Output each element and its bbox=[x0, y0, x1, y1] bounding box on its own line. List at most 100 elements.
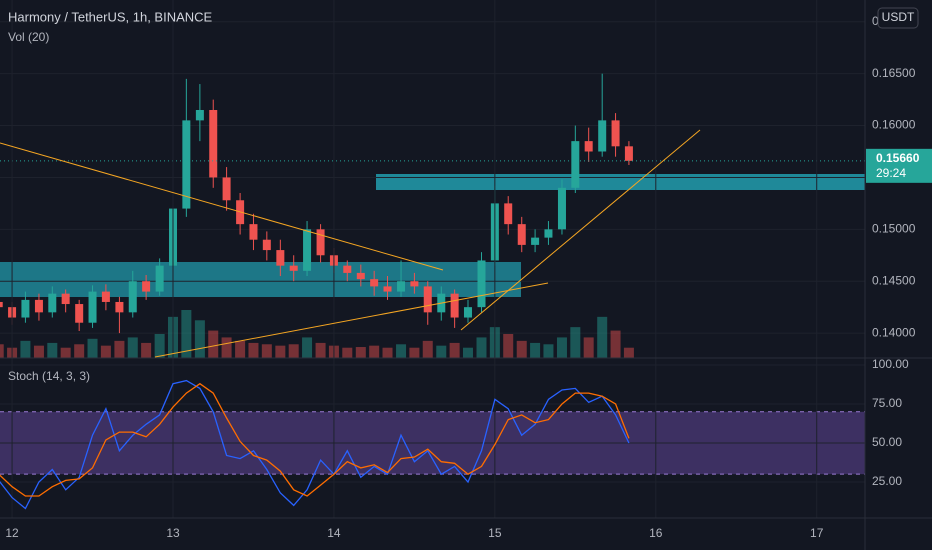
x-tick-label: 17 bbox=[810, 526, 824, 540]
candle-body bbox=[598, 120, 607, 152]
chart-title: Harmony / TetherUS, 1h, BINANCE bbox=[8, 9, 213, 24]
currency-button-label: USDT bbox=[882, 10, 915, 24]
x-tick-label: 14 bbox=[327, 526, 341, 540]
y-tick-label: 0.14500 bbox=[872, 273, 916, 287]
volume-bar bbox=[409, 347, 420, 358]
currency-button[interactable] bbox=[877, 7, 919, 29]
volume-bar bbox=[623, 347, 634, 358]
volume-bar bbox=[275, 345, 286, 358]
plot-area bbox=[0, 0, 865, 518]
x-tick-label: 12 bbox=[5, 526, 19, 540]
candle-body bbox=[75, 304, 84, 323]
volume-bar bbox=[87, 338, 98, 358]
x-tick-label: 16 bbox=[649, 526, 663, 540]
candle-body bbox=[611, 120, 620, 147]
candle-body bbox=[0, 301, 3, 308]
volume-bar bbox=[583, 337, 594, 358]
volume-bar bbox=[114, 340, 125, 358]
volume-bar bbox=[248, 342, 259, 358]
volume-bar bbox=[382, 347, 393, 358]
volume-bar bbox=[570, 327, 581, 358]
countdown: 29:24 bbox=[876, 166, 906, 180]
candle-body bbox=[101, 291, 110, 302]
candle-body bbox=[155, 265, 164, 292]
candle-body bbox=[517, 224, 526, 245]
volume-bar bbox=[235, 340, 246, 358]
volume-bar bbox=[100, 345, 111, 358]
last-price-box bbox=[866, 148, 932, 183]
y-tick-label: 0.14000 bbox=[872, 325, 916, 339]
volume-bar bbox=[74, 344, 85, 358]
candle-body bbox=[142, 281, 151, 292]
volume-bar bbox=[302, 337, 313, 358]
volume-bar bbox=[530, 342, 541, 358]
volume-bar bbox=[208, 330, 219, 358]
candle-body bbox=[463, 307, 472, 318]
stoch-title: Stoch (14, 3, 3) bbox=[8, 369, 90, 383]
volume-bar bbox=[396, 344, 407, 358]
y-tick-label: 100.00 bbox=[872, 357, 909, 371]
candle-body bbox=[531, 237, 540, 245]
volume-bar bbox=[221, 337, 232, 358]
volume-bar bbox=[610, 330, 621, 358]
volume-bar bbox=[422, 340, 433, 358]
volume-bar bbox=[141, 342, 152, 358]
y-tick-label: 0.15000 bbox=[872, 221, 916, 235]
volume-bar bbox=[556, 337, 567, 358]
candle-body bbox=[182, 120, 191, 209]
volume-bar bbox=[449, 342, 460, 358]
volume-bar bbox=[154, 334, 165, 358]
volume-bar bbox=[127, 337, 138, 358]
volume-bar bbox=[369, 345, 380, 358]
candle-body bbox=[61, 293, 70, 305]
y-tick-label: 0.16500 bbox=[872, 66, 916, 80]
candle-body bbox=[423, 286, 432, 313]
candle-body bbox=[21, 299, 30, 318]
candle-body bbox=[88, 291, 97, 323]
trend-line bbox=[0, 142, 444, 271]
candle-body bbox=[115, 301, 124, 313]
volume-bar bbox=[503, 334, 514, 358]
candle-body bbox=[276, 250, 285, 266]
candle-body bbox=[209, 109, 218, 178]
volume-bar bbox=[181, 310, 192, 358]
candle-body bbox=[195, 109, 204, 121]
y-tick-label: 75.00 bbox=[872, 396, 902, 410]
y-tick-label: 50.00 bbox=[872, 435, 902, 449]
candle-body bbox=[571, 141, 580, 188]
candle-body bbox=[303, 229, 312, 271]
candle-body bbox=[584, 141, 593, 152]
candle-body bbox=[477, 260, 486, 308]
volume-bar bbox=[33, 345, 44, 358]
volume-title: Vol (20) bbox=[8, 30, 49, 44]
y-tick-label: 25.00 bbox=[872, 474, 902, 488]
volume-bar bbox=[0, 344, 4, 358]
volume-bar bbox=[60, 347, 71, 358]
candle-body bbox=[504, 203, 513, 225]
candle-body bbox=[222, 177, 231, 201]
last-price-label: 0.15660 bbox=[876, 151, 920, 165]
volume-bar bbox=[194, 320, 205, 358]
candle-body bbox=[289, 265, 298, 271]
candle-body bbox=[48, 293, 57, 313]
candle-body bbox=[557, 187, 566, 230]
trend-line bbox=[460, 129, 701, 331]
y-tick-label: 0.16000 bbox=[872, 118, 916, 132]
candle-body bbox=[356, 272, 365, 280]
drawings bbox=[0, 129, 701, 358]
volume-bar bbox=[342, 347, 353, 358]
candle-body bbox=[624, 146, 633, 161]
volume-bar bbox=[597, 316, 608, 358]
stoch-line bbox=[0, 382, 630, 497]
support-zone bbox=[0, 262, 521, 297]
volume-bar bbox=[47, 342, 58, 358]
volume-bar bbox=[436, 345, 447, 358]
candle-body bbox=[34, 299, 43, 313]
x-tick-label: 15 bbox=[488, 526, 502, 540]
candle-body bbox=[410, 281, 419, 287]
candle-body bbox=[262, 239, 271, 251]
x-tick-label: 13 bbox=[166, 526, 180, 540]
candle-body bbox=[249, 224, 258, 240]
volume-bar bbox=[20, 340, 31, 358]
